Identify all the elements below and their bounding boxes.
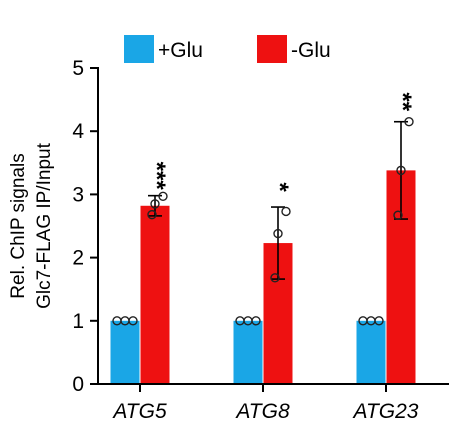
data-point: [251, 316, 261, 326]
data-point: [270, 273, 280, 283]
y-axis-label-line: Glc7-FLAG IP/Input: [34, 142, 55, 309]
y-axis: 0 1 2 3 4 5: [72, 57, 99, 396]
y-tick-label: 5: [72, 57, 84, 80]
legend-swatch: [124, 35, 154, 63]
category-label: ATG5: [111, 400, 167, 423]
y-tick-label: 4: [72, 120, 84, 143]
bar: [140, 205, 170, 384]
y-tick-label: 3: [72, 183, 84, 206]
data-point: [393, 210, 403, 220]
y-tick-label: 0: [72, 373, 84, 396]
significance-marker: **: [389, 92, 416, 111]
bars: *** ***: [110, 92, 416, 384]
data-point: [281, 206, 291, 217]
data-point: [128, 316, 138, 326]
bar: [233, 320, 263, 384]
legend-swatch: [257, 35, 287, 63]
y-axis-label: Rel. ChIP signals Glc7-FLAG IP/Input: [8, 142, 55, 309]
legend-label: +Glu: [158, 39, 203, 62]
category-label: ATG23: [352, 400, 419, 423]
data-point: [396, 165, 406, 176]
legend: +Glu -Glu: [124, 35, 331, 63]
y-tick-label: 1: [72, 310, 84, 333]
significance-marker: *: [266, 182, 293, 192]
data-point: [158, 191, 168, 201]
bar: [110, 320, 140, 384]
data-point: [374, 316, 384, 326]
bar: [356, 320, 386, 384]
legend-label: -Glu: [291, 39, 331, 62]
data-point: [147, 209, 157, 220]
category-label: ATG8: [234, 400, 290, 423]
data-point: [404, 117, 414, 127]
y-tick-label: 2: [72, 247, 84, 270]
data-point: [273, 228, 283, 239]
x-axis: ATG5 ATG8 ATG23: [97, 383, 449, 423]
data-point: [150, 199, 160, 209]
significance-marker: ***: [143, 162, 170, 191]
y-axis-label-line: Rel. ChIP signals: [8, 153, 29, 298]
